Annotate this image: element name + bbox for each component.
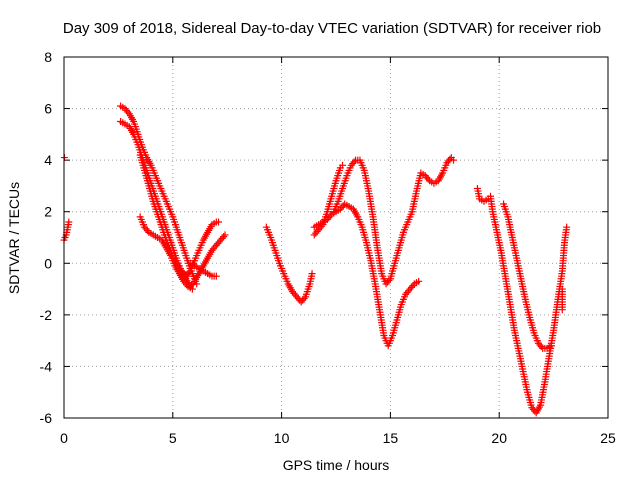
y-tick-label: 4 [44,152,52,168]
plot-frame [63,56,609,419]
data-point [415,277,423,285]
y-tick-label: -4 [40,358,53,374]
data-point [308,270,316,278]
data-point [409,282,417,290]
data-point [537,343,545,351]
x-tick-label: 0 [60,430,68,446]
x-tick-label: 15 [383,430,399,446]
data-point [339,161,347,169]
data-point [189,279,197,287]
data-point [185,269,193,277]
x-axis-label: GPS time / hours [283,457,390,473]
x-tick-label: 10 [274,430,290,446]
data-point [563,223,571,231]
x-tick-label: 5 [169,430,177,446]
data-point [212,272,220,280]
y-tick-label: 6 [44,101,52,117]
y-tick-label: 2 [44,204,52,220]
y-tick-label: -2 [40,307,53,323]
chart-title: Day 309 of 2018, Sidereal Day-to-day VTE… [63,20,601,37]
data-point [424,175,432,183]
y-tick-label: -6 [40,410,53,426]
data-point [450,156,458,164]
data-point [385,276,393,284]
data-point [143,227,151,235]
grid [64,57,608,418]
data-point [214,218,222,226]
x-tick-label: 20 [491,430,507,446]
data-point [326,212,334,220]
data-point [124,108,132,116]
data-point [558,306,566,314]
data-point [300,295,308,303]
data-point [547,342,555,350]
data-point [220,233,228,241]
data-points [60,102,571,417]
y-axis-label: SDTVAR / TECUs [6,182,22,294]
data-point [446,155,454,163]
data-point [65,218,73,226]
data-point [221,231,229,239]
data-point [350,158,358,166]
y-tick-label: 0 [44,255,52,271]
x-tick-label: 25 [600,430,616,446]
y-tick-label: 8 [44,49,52,65]
